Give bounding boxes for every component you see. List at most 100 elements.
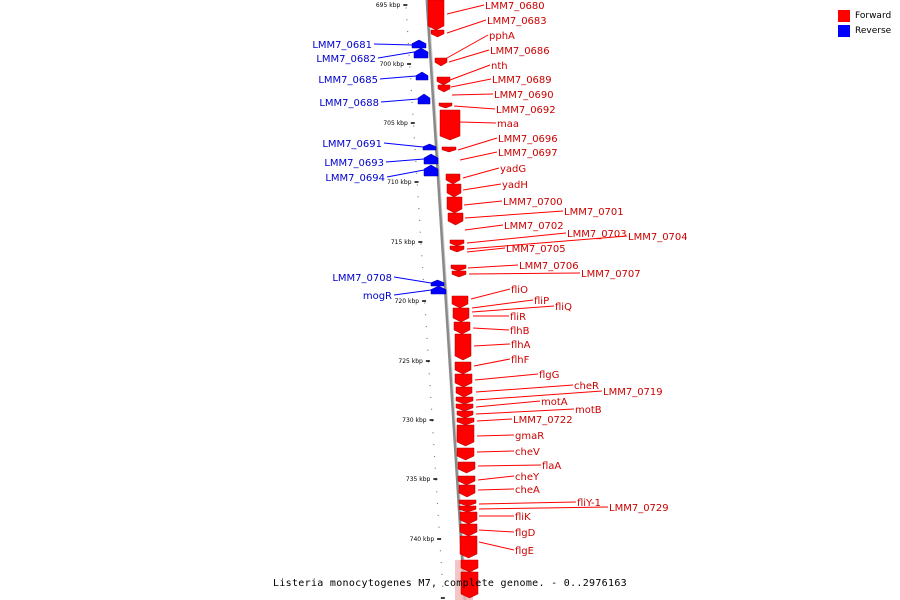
forward-gene-arrow[interactable] — [457, 475, 476, 486]
forward-gene-label[interactable]: fliR — [510, 312, 526, 323]
forward-gene-label[interactable]: fliO — [511, 285, 528, 296]
forward-gene-label[interactable]: cheV — [515, 447, 540, 458]
forward-gene-arrow[interactable] — [460, 571, 479, 599]
forward-gene-label[interactable]: flgE — [515, 546, 534, 557]
forward-gene-label[interactable]: LMM7_0704 — [628, 232, 688, 243]
reverse-gene-label[interactable]: LMM7_0682 — [316, 54, 376, 65]
forward-gene-arrow[interactable] — [455, 403, 474, 412]
forward-gene-label[interactable]: LMM7_0719 — [603, 387, 663, 398]
forward-gene-arrow[interactable] — [458, 484, 476, 498]
forward-gene-label[interactable]: flgG — [539, 370, 559, 381]
forward-gene-arrow[interactable] — [437, 84, 451, 93]
reverse-gene-label[interactable]: LMM7_0685 — [318, 75, 378, 86]
forward-gene-arrow[interactable] — [434, 57, 448, 67]
forward-gene-arrow[interactable] — [438, 102, 453, 109]
forward-gene-arrow[interactable] — [439, 109, 461, 141]
forward-gene-arrow[interactable] — [456, 417, 475, 426]
forward-gene-label[interactable]: LMM7_0680 — [485, 1, 545, 12]
forward-gene-label[interactable]: fliY-1 — [577, 498, 601, 509]
forward-gene-arrow[interactable] — [427, 0, 445, 31]
forward-gene-arrow[interactable] — [447, 212, 464, 226]
reverse-gene-label[interactable]: LMM7_0708 — [332, 273, 392, 284]
forward-gene-label[interactable]: motA — [541, 397, 568, 408]
forward-gene-label[interactable]: LMM7_0700 — [503, 197, 563, 208]
forward-gene-arrow[interactable] — [456, 410, 474, 419]
reverse-gene-arrow[interactable] — [411, 39, 427, 49]
forward-gene-arrow[interactable] — [449, 245, 465, 253]
forward-gene-label[interactable]: cheA — [515, 485, 540, 496]
forward-gene-arrow[interactable] — [458, 499, 477, 507]
forward-gene-label[interactable]: LMM7_0696 — [498, 134, 558, 145]
forward-gene-label[interactable]: flhB — [510, 326, 530, 337]
forward-gene-arrow[interactable] — [436, 76, 451, 86]
forward-gene-label[interactable]: LMM7_0686 — [490, 46, 550, 57]
forward-gene-arrow[interactable] — [459, 535, 478, 559]
forward-gene-label[interactable]: LMM7_0690 — [494, 90, 554, 101]
reverse-gene-arrow[interactable] — [423, 153, 439, 165]
forward-gene-arrow[interactable] — [454, 333, 472, 361]
forward-gene-arrow[interactable] — [453, 321, 471, 335]
forward-gene-arrow[interactable] — [454, 361, 472, 375]
forward-gene-label[interactable]: motB — [575, 405, 602, 416]
reverse-gene-label[interactable]: LMM7_0688 — [319, 98, 379, 109]
forward-gene-arrow[interactable] — [455, 396, 474, 405]
forward-gene-label[interactable]: LMM7_0707 — [581, 269, 641, 280]
forward-gene-label[interactable]: fliQ — [555, 302, 572, 313]
forward-gene-label[interactable]: flhF — [511, 355, 530, 366]
forward-gene-arrow[interactable] — [441, 146, 457, 153]
forward-gene-arrow[interactable] — [454, 373, 473, 388]
forward-gene-label[interactable]: LMM7_0701 — [564, 207, 624, 218]
forward-gene-label[interactable]: LMM7_0683 — [487, 16, 547, 27]
forward-gene-label[interactable]: fliK — [515, 512, 531, 523]
reverse-gene-label[interactable]: mogR — [363, 291, 392, 302]
reverse-gene-label[interactable]: LMM7_0681 — [312, 40, 372, 51]
forward-gene-label[interactable]: nth — [491, 61, 508, 72]
forward-gene-label[interactable]: yadH — [502, 180, 528, 191]
forward-gene-arrow[interactable] — [449, 239, 465, 247]
forward-gene-arrow[interactable] — [455, 386, 473, 398]
reverse-gene-arrow[interactable] — [430, 285, 447, 295]
reverse-gene-arrow[interactable] — [423, 164, 439, 177]
forward-gene-label[interactable]: cheY — [515, 472, 540, 483]
forward-gene-arrow[interactable] — [430, 29, 445, 38]
reverse-gene-arrow[interactable] — [413, 47, 429, 59]
forward-gene-label[interactable]: LMM7_0689 — [492, 75, 552, 86]
forward-gene-label[interactable]: flgD — [515, 528, 536, 539]
forward-gene-label[interactable]: LMM7_0706 — [519, 261, 579, 272]
forward-gene-arrow[interactable] — [452, 307, 470, 323]
reverse-gene-label[interactable]: LMM7_0693 — [324, 158, 384, 169]
forward-gene-label[interactable]: LMM7_0703 — [567, 229, 627, 240]
forward-gene-arrow[interactable] — [456, 424, 475, 447]
forward-gene-label[interactable]: gmaR — [515, 431, 544, 442]
forward-gene-label[interactable]: fliP — [534, 296, 549, 307]
forward-gene-label[interactable]: LMM7_0705 — [506, 244, 566, 255]
forward-gene-label[interactable]: LMM7_0702 — [504, 221, 564, 232]
reverse-gene-arrow[interactable] — [422, 143, 437, 151]
reverse-gene-arrow[interactable] — [415, 71, 429, 81]
forward-gene-label[interactable]: pphA — [489, 31, 515, 42]
forward-gene-arrow[interactable] — [450, 264, 467, 272]
reverse-gene-arrow[interactable] — [417, 93, 431, 105]
forward-gene-arrow[interactable] — [458, 505, 477, 513]
forward-gene-label[interactable]: LMM7_0722 — [513, 415, 573, 426]
forward-gene-arrow[interactable] — [446, 183, 462, 198]
forward-gene-label[interactable]: LMM7_0697 — [498, 148, 558, 159]
forward-gene-arrow[interactable] — [459, 511, 478, 525]
forward-gene-label[interactable]: flaA — [542, 461, 561, 472]
forward-gene-arrow[interactable] — [451, 270, 467, 278]
forward-gene-arrow[interactable] — [445, 173, 461, 185]
forward-gene-arrow[interactable] — [451, 295, 469, 309]
forward-gene-arrow[interactable] — [456, 447, 475, 461]
forward-gene-label[interactable]: LMM7_0729 — [609, 503, 669, 514]
forward-gene-arrow[interactable] — [459, 523, 478, 537]
forward-gene-label[interactable]: yadG — [500, 164, 526, 175]
forward-gene-label[interactable]: flhA — [511, 340, 531, 351]
forward-gene-arrow[interactable] — [446, 196, 463, 214]
forward-gene-label[interactable]: maa — [497, 119, 519, 130]
forward-gene-label[interactable]: LMM7_0692 — [496, 105, 556, 116]
forward-gene-label[interactable]: cheR — [574, 381, 599, 392]
forward-gene-arrow[interactable] — [460, 559, 479, 573]
reverse-gene-label[interactable]: LMM7_0694 — [325, 173, 385, 184]
forward-gene-arrow[interactable] — [457, 461, 476, 474]
reverse-gene-arrow[interactable] — [430, 279, 445, 287]
